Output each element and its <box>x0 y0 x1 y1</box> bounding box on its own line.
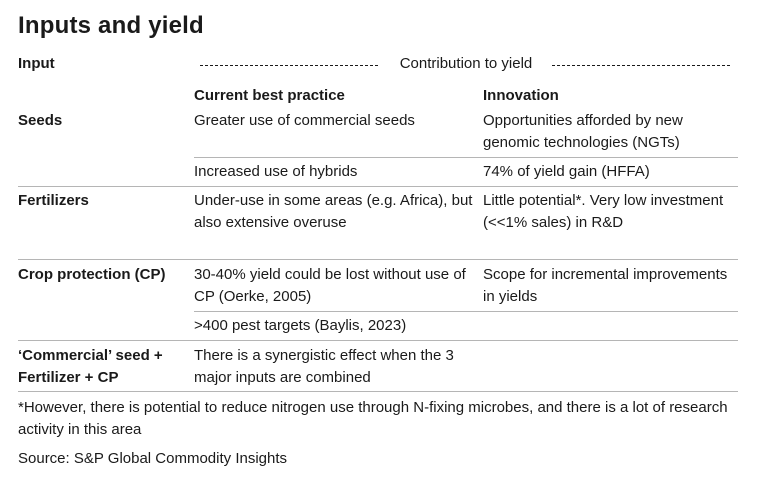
seeds-innovation-2: 74% of yield gain (HFFA) <box>483 163 650 180</box>
row-divider <box>194 311 738 312</box>
crop-protection-innovation-1: Scope for incremental improvements in yi… <box>483 266 728 305</box>
source-note: Source: S&P Global Commodity Insights <box>18 450 288 467</box>
row-label-crop-protection: Crop protection (CP) <box>18 266 166 283</box>
row-label-seeds: Seeds <box>18 112 63 129</box>
footnote: *However, there is potential to reduce n… <box>18 399 728 438</box>
row-divider <box>194 157 738 158</box>
seeds-current-1: Greater use of commercial seeds <box>194 112 415 129</box>
page-title: Inputs and yield <box>18 12 204 39</box>
contribution-header: Contribution to yield <box>200 55 736 75</box>
row-divider <box>18 259 738 260</box>
row-divider <box>18 186 738 187</box>
contribution-label: Contribution to yield <box>399 55 533 72</box>
row-label-combined: ‘Commercial’ seed + Fertilizer + CP <box>18 347 163 386</box>
fertilizers-innovation: Little potential*. Very low investment (… <box>483 192 724 231</box>
crop-protection-current-2: >400 pest targets (Baylis, 2023) <box>194 317 407 334</box>
dash-line-right <box>552 65 730 66</box>
input-column-header: Input <box>18 55 55 72</box>
crop-protection-current-1: 30-40% yield could be lost without use o… <box>194 266 466 305</box>
innovation-header: Innovation <box>483 87 559 104</box>
combined-current: There is a synergistic effect when the 3… <box>194 347 454 386</box>
fertilizers-current: Under-use in some areas (e.g. Africa), b… <box>194 192 473 231</box>
row-divider <box>18 391 738 392</box>
row-divider <box>18 340 738 341</box>
seeds-current-2: Increased use of hybrids <box>194 163 358 180</box>
dash-line-left <box>200 65 378 66</box>
current-practice-header: Current best practice <box>194 87 345 104</box>
seeds-innovation-1: Opportunities afforded by new genomic te… <box>483 112 683 151</box>
row-label-fertilizers: Fertilizers <box>18 192 89 209</box>
